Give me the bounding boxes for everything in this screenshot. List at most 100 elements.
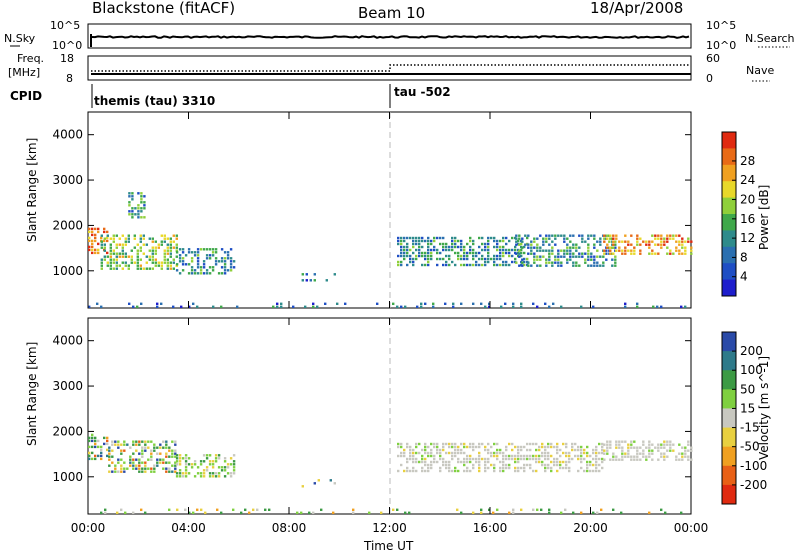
echo-point [690,458,693,461]
echo-point [587,264,590,267]
echo-point [165,440,168,443]
echo-point [592,463,595,467]
echo-point [575,246,578,249]
echo-point [153,446,156,449]
echo-point [648,443,651,446]
echo-point [132,452,135,455]
echo-point [612,452,615,455]
echo-point [556,445,559,449]
echo-point [166,258,169,261]
echo-point [114,440,117,443]
echo-point [320,508,323,511]
echo-point [178,469,182,472]
echo-point [109,264,112,267]
echo-point [488,305,491,308]
echo-point [175,472,179,475]
echo-point [598,451,601,455]
echo-point [672,449,675,452]
echo-point [596,264,599,267]
echo-point [572,255,575,258]
echo-point [601,466,604,470]
echo-point [577,469,580,473]
echo-point [621,440,624,443]
echo-point [136,261,139,264]
echo-point [466,242,469,246]
echo-point [208,454,212,457]
echo-point [530,252,533,255]
echo-point [521,258,524,261]
echo-point [132,305,135,308]
echo-point [427,239,430,243]
echo-point [137,204,140,207]
echo-point [232,460,236,463]
echo-point [421,239,424,243]
echo-point [144,464,147,467]
echo-point [427,260,430,264]
echo-point [130,255,133,258]
echo-point [100,445,103,449]
echo-point [593,258,596,261]
echo-point [609,458,612,461]
echo-point [499,469,502,473]
echo-point [436,445,439,449]
echo-point [500,305,503,308]
echo-point [614,261,617,264]
echo-point [514,469,517,473]
echo-point [526,257,529,261]
echo-point [448,263,451,267]
echo-point [202,272,206,275]
echo-point [560,264,563,267]
echo-point [469,469,472,473]
echo-point [557,261,560,264]
echo-point [630,446,633,449]
echo-point [112,252,115,255]
echo-point [111,470,114,473]
echo-point [551,249,554,252]
echo-point [499,451,502,455]
echo-point [466,257,469,261]
echo-point [571,442,574,446]
echo-point [448,460,451,464]
echo-point [554,261,557,264]
echo-point [445,466,448,470]
echo-point [117,446,120,449]
colorbar-tick-label: -15 [740,421,760,435]
cpid-panel: CPID themis (tau) 3310 tau -502 [10,84,451,108]
echo-point [412,466,415,470]
echo-point [109,258,112,261]
echo-point [430,239,433,243]
echo-point [568,454,571,458]
nsky-panel: N.Sky 10^5 10^0 10^5 10^0 N.Search [4,19,795,52]
echo-point [118,237,121,240]
echo-point [199,472,203,475]
echo-point [94,233,97,237]
echo-point [505,260,508,264]
echo-point [169,240,172,243]
echo-point [487,236,490,240]
echo-point [412,263,415,267]
echo-point [572,252,575,255]
echo-point [466,445,469,449]
echo-point [174,470,177,473]
echo-point [526,454,529,458]
echo-point [595,457,598,461]
echo-point [545,240,548,243]
echo-point [94,236,97,240]
echo-point [442,463,445,467]
echo-point [404,511,407,514]
echo-point [172,234,175,237]
echo-point [551,234,554,237]
echo-point [526,448,529,452]
echo-point [91,233,94,237]
echo-point [91,242,94,246]
echo-point [427,251,430,255]
echo-point [109,261,112,264]
echo-point [217,466,221,469]
echo-point [472,263,475,267]
echo-point [511,457,514,461]
echo-point [578,252,581,255]
echo-point [418,236,421,240]
echo-point [154,246,157,249]
echo-point [268,508,271,511]
